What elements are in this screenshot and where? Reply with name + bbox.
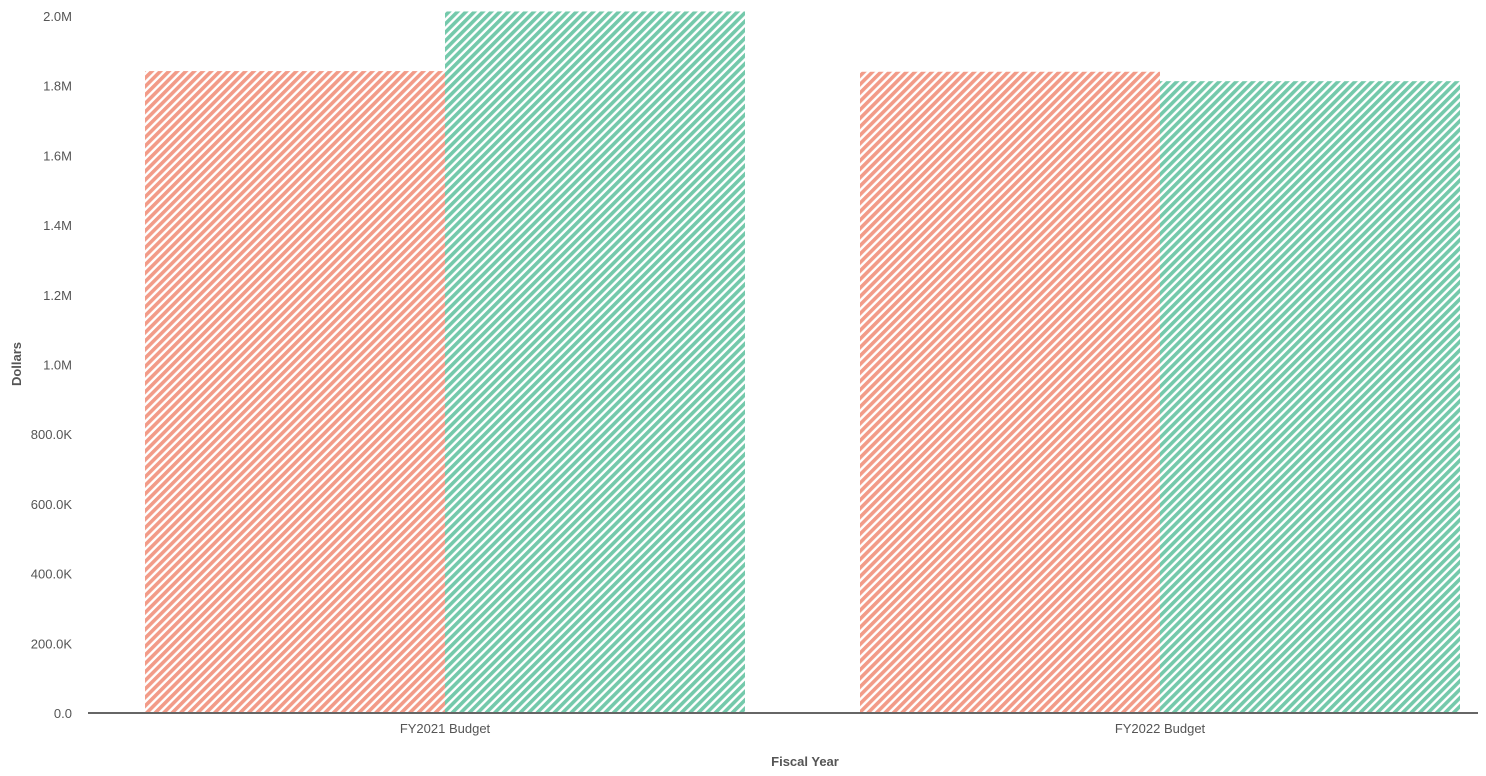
bar[interactable] [445,11,745,714]
y-axis-ticks: 0.0 200.0K 400.0K 600.0K 800.0K 1.0M 1.2M 1.4M 1… [31,9,73,721]
x-tick-label: FY2022 Budget [1115,721,1206,736]
y-tick-label: 600.0K [31,497,73,512]
y-tick-label: 0.0 [54,706,72,721]
x-tick-label: FY2021 Budget [400,721,491,736]
x-axis-title: Fiscal Year [771,754,839,769]
y-tick-label: 800.0K [31,427,73,442]
bar[interactable] [1160,81,1460,714]
y-tick-label: 1.4M [43,218,72,233]
bar[interactable] [145,71,445,714]
y-tick-label: 1.2M [43,288,72,303]
y-tick-label: 200.0K [31,636,73,651]
y-tick-label: 1.0M [43,358,72,373]
y-tick-label: 1.6M [43,148,72,163]
y-axis-title: Dollars [9,342,24,386]
bar[interactable] [860,71,1160,713]
y-tick-label: 2.0M [43,9,72,24]
bars [145,11,1460,714]
y-tick-label: 400.0K [31,567,73,582]
y-tick-label: 1.8M [43,79,72,94]
x-axis-ticks: FY2021 Budget FY2022 Budget [400,721,1206,736]
